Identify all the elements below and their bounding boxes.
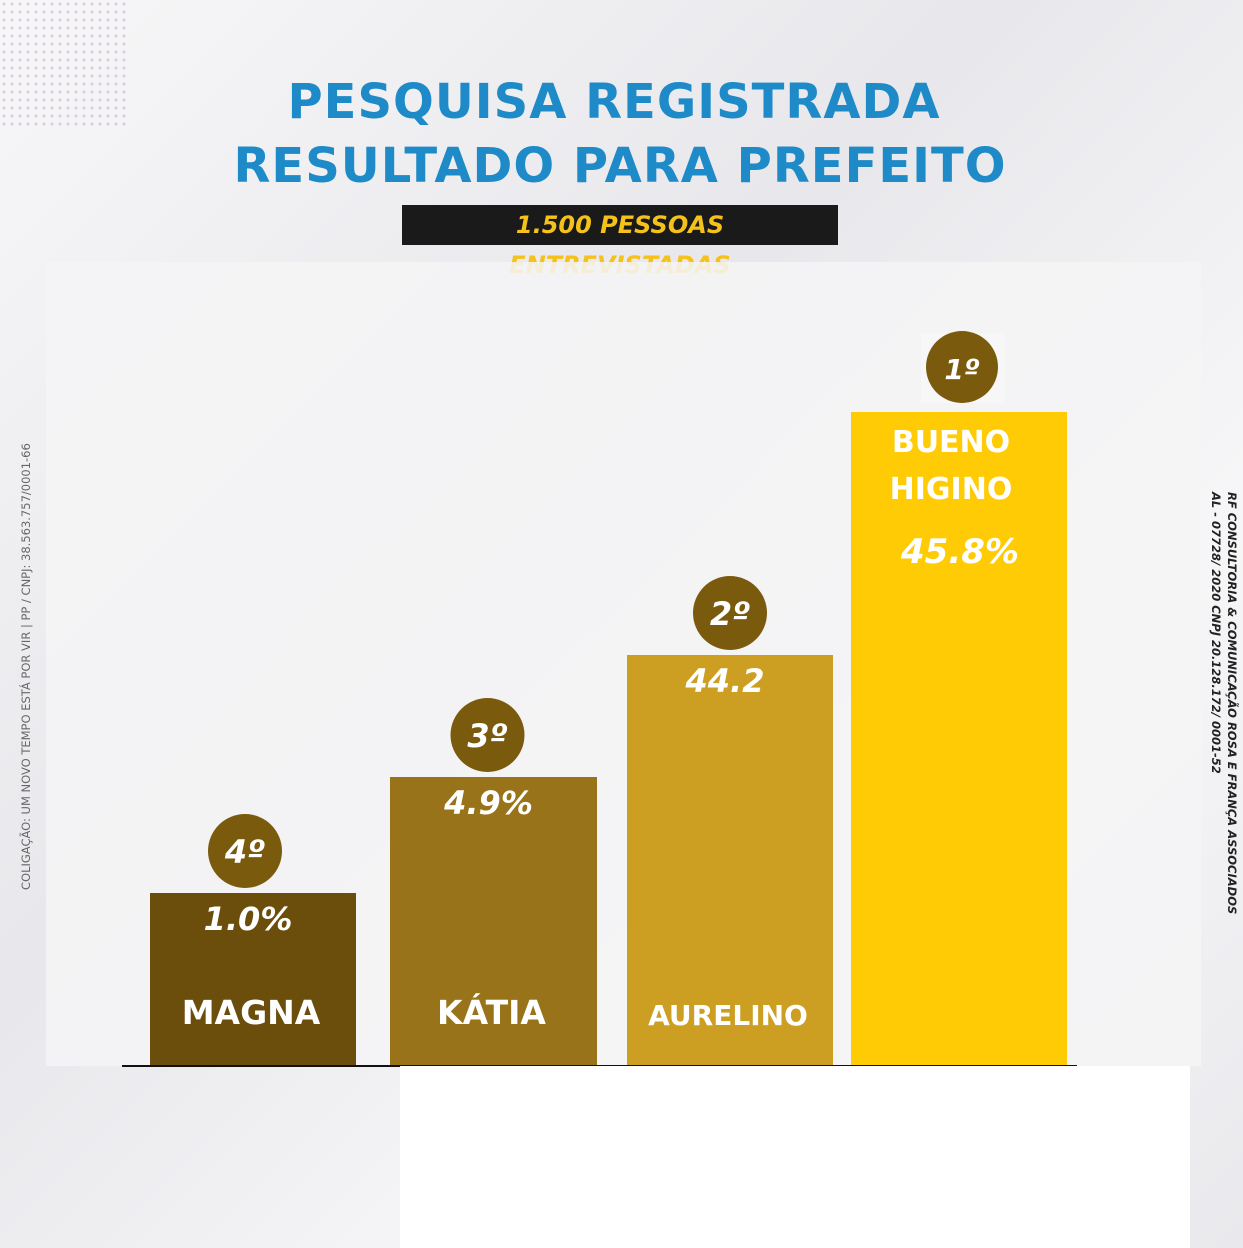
category-label: KÁTIA	[437, 992, 546, 1032]
rank-badge	[693, 576, 767, 650]
rank-label: 3º	[467, 717, 507, 755]
rank-badge	[450, 698, 525, 772]
bar	[390, 777, 597, 1065]
bar	[627, 655, 833, 1065]
page-title: PESQUISA REGISTRADA	[287, 74, 941, 130]
category-label: BUENO	[892, 425, 1010, 460]
bar	[851, 412, 1067, 1065]
bar-group-2: 2º 44.2 AURELINO	[627, 576, 833, 1065]
dot-pattern-decoration	[0, 0, 130, 130]
bar-group-0: 4º 1.0% MAGNA	[150, 814, 356, 1065]
value-label: 45.8%	[900, 532, 1019, 572]
category-label: AURELINO	[648, 999, 808, 1032]
rank-label: 4º	[224, 833, 265, 871]
rank-label: 1º	[944, 353, 979, 386]
category-label: HIGINO	[890, 472, 1013, 507]
rank-label: 2º	[710, 595, 750, 633]
value-label: 1.0%	[204, 900, 293, 938]
rank-badge	[208, 814, 282, 888]
value-label: 44.2	[685, 662, 765, 700]
bar-group-1: 3º 4.9% KÁTIA	[390, 698, 597, 1065]
bar-group-3: 1º 45.8% BUENO HIGINO	[851, 331, 1067, 1065]
sample-size-banner: 1.500 PESSOAS ENTREVISTADAS	[402, 205, 838, 279]
blank-area	[400, 1066, 1190, 1248]
value-label: 4.9%	[443, 784, 533, 822]
category-label: MAGNA	[182, 993, 321, 1032]
rank-badge	[926, 331, 998, 403]
bar	[150, 893, 356, 1065]
page-subtitle: RESULTADO PARA PREFEITO	[233, 138, 1007, 194]
